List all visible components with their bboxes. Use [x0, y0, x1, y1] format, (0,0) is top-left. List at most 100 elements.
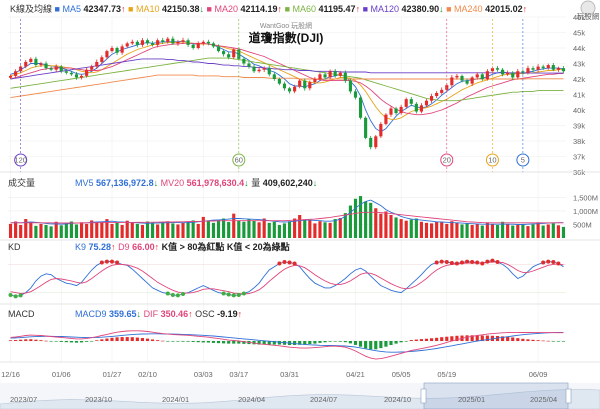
- x-axis-tick: 05/05: [392, 370, 411, 379]
- kd-red-dot: [287, 260, 292, 265]
- osc-bar: [90, 341, 94, 342]
- volume-bar: [176, 224, 180, 238]
- candle-body: [343, 72, 347, 81]
- candle-body: [485, 71, 489, 79]
- osc-bar: [364, 341, 368, 349]
- osc-bar: [358, 341, 363, 347]
- volume-axis-tick: 1,000M: [573, 207, 598, 216]
- candle-body: [115, 48, 119, 53]
- osc-bar: [445, 336, 449, 341]
- candle-body: [8, 75, 13, 78]
- candle-body: [323, 74, 327, 78]
- volume-axis-tick: 500M: [573, 220, 592, 229]
- osc-bar: [156, 340, 160, 341]
- volume-bar: [216, 219, 221, 238]
- candle-body: [151, 43, 155, 45]
- candle-body: [490, 68, 495, 72]
- volume-bar: [166, 221, 170, 238]
- navigator-tick: 2025/04: [530, 395, 557, 404]
- candle-body: [501, 69, 505, 75]
- osc-bar: [85, 341, 89, 342]
- candle-body: [85, 69, 89, 76]
- svg-text:玩股網: 玩股網: [577, 11, 600, 21]
- osc-bar: [369, 341, 373, 350]
- candle-body: [125, 43, 129, 47]
- kd-red-dot: [292, 261, 297, 266]
- price-axis-tick: 44k: [573, 44, 585, 53]
- candle-body: [100, 57, 104, 62]
- navigator-window[interactable]: [423, 382, 569, 409]
- kd-green-dot: [18, 293, 23, 298]
- volume-bar: [465, 223, 469, 238]
- osc-bar: [379, 341, 383, 349]
- dif-line: [10, 330, 564, 360]
- osc-bar: [277, 341, 281, 345]
- kd-green-dot: [231, 293, 236, 298]
- kd-red-dot: [444, 260, 449, 265]
- ma-marker-label: 60: [235, 156, 243, 165]
- volume-bar: [561, 226, 566, 238]
- candle-body: [409, 99, 413, 104]
- price-axis-tick: 46k: [573, 13, 585, 22]
- candle-body: [435, 92, 439, 97]
- navigator-handle-left[interactable]: [420, 388, 427, 404]
- mv5-line: [10, 199, 564, 225]
- chart-title: 道瓊指數(DJI): [249, 30, 324, 45]
- candle-body: [242, 58, 246, 64]
- osc-bar: [404, 341, 408, 342]
- price-axis-tick: 40k: [573, 106, 585, 115]
- ma-line-ma5: [10, 40, 564, 133]
- candle-body: [546, 65, 550, 69]
- volume-bar: [201, 216, 205, 238]
- candle-body: [232, 49, 236, 58]
- candle-body: [399, 106, 403, 114]
- osc-bar: [69, 341, 73, 343]
- osc-bar: [293, 341, 297, 346]
- kd-red-dot: [104, 259, 109, 264]
- volume-bar: [110, 223, 114, 238]
- osc-bar: [308, 341, 312, 345]
- volume-bar: [343, 213, 347, 238]
- volume-bar: [384, 211, 388, 238]
- price-axis-tick: 38k: [573, 137, 585, 146]
- osc-bar: [394, 341, 398, 344]
- ma-line-ma10: [10, 41, 564, 120]
- volume-bar: [151, 223, 155, 238]
- kd-red-dot: [282, 260, 287, 265]
- candle-body: [14, 71, 18, 76]
- candle-body: [353, 91, 358, 98]
- candle-body: [156, 40, 160, 45]
- kd-red-dot: [277, 261, 282, 266]
- osc-bar: [145, 338, 150, 341]
- candle-body: [216, 46, 221, 52]
- osc-bar: [105, 338, 109, 341]
- candle-body: [379, 123, 383, 137]
- candle-body: [506, 72, 510, 75]
- kd-red-dot: [475, 260, 480, 265]
- volume-bar: [257, 222, 261, 238]
- osc-bar: [455, 335, 459, 341]
- osc-bar: [59, 341, 63, 342]
- kd-green-dot: [165, 291, 170, 296]
- osc-bar: [531, 339, 535, 341]
- navigator-handle-right[interactable]: [565, 388, 572, 404]
- osc-bar: [333, 341, 337, 342]
- volume-bar: [186, 221, 190, 238]
- candle-body: [561, 68, 566, 72]
- osc-bar: [414, 339, 418, 341]
- osc-bar: [191, 341, 195, 342]
- osc-bar: [480, 335, 484, 341]
- osc-bar: [262, 341, 266, 345]
- osc-bar: [343, 341, 347, 343]
- candle-body: [328, 71, 332, 78]
- volume-bar: [272, 221, 276, 238]
- volume-bar: [495, 225, 500, 238]
- osc-bar: [181, 341, 185, 342]
- osc-bar: [328, 341, 332, 342]
- price-axis-tick: 42k: [573, 75, 585, 84]
- volume-bar: [526, 226, 530, 238]
- volume-bar: [551, 223, 555, 238]
- macd-legend: MACD9 359.65↓ DIF 350.46↑ OSC -9.19↑: [75, 309, 242, 319]
